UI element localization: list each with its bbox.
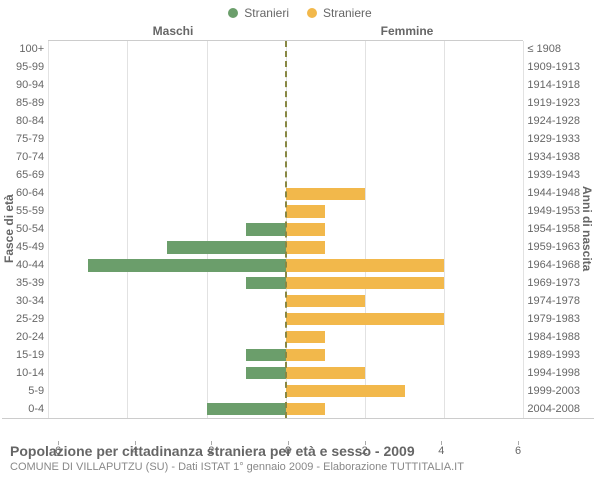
bar-male: [246, 277, 286, 289]
x-tick-label: 2: [362, 445, 368, 457]
legend-swatch-female: [307, 8, 317, 18]
age-label: 30-34: [16, 292, 44, 310]
age-label: 95-99: [16, 58, 44, 76]
age-label: 10-14: [16, 364, 44, 382]
legend-item-female: Straniere: [307, 6, 372, 20]
bar-male: [167, 241, 286, 253]
bar-female: [286, 259, 444, 271]
age-label: 60-64: [16, 184, 44, 202]
age-label: 45-49: [16, 238, 44, 256]
bar-male: [246, 367, 286, 379]
footer-title: Popolazione per cittadinanza straniera p…: [10, 443, 590, 459]
y-axis-title-right: Anni di nascita: [580, 40, 594, 418]
age-label: 50-54: [16, 220, 44, 238]
footer: Popolazione per cittadinanza straniera p…: [0, 437, 600, 473]
legend-swatch-male: [228, 8, 238, 18]
y-labels-left: 100+95-9990-9485-8980-8475-7970-7465-696…: [16, 40, 48, 418]
legend-item-male: Stranieri: [228, 6, 289, 20]
birth-label: 1919-1923: [527, 94, 580, 112]
age-label: 85-89: [16, 94, 44, 112]
bar-male: [88, 259, 286, 271]
age-label: 0-4: [16, 400, 44, 418]
age-label: 55-59: [16, 202, 44, 220]
footer-subtitle: COMUNE DI VILLAPUTZU (SU) - Dati ISTAT 1…: [10, 459, 590, 473]
bar-male: [246, 223, 286, 235]
legend-label-female: Straniere: [323, 6, 372, 20]
plot-area: Fasce di età 100+95-9990-9485-8980-8475-…: [0, 38, 600, 418]
age-label: 90-94: [16, 76, 44, 94]
birth-label: 1914-1918: [527, 76, 580, 94]
bar-female: [286, 385, 405, 397]
x-tick-label: 6: [515, 445, 521, 457]
birth-label: 1944-1948: [527, 184, 580, 202]
birth-label: 1979-1983: [527, 310, 580, 328]
bar-male: [207, 403, 286, 415]
bar-female: [286, 223, 326, 235]
header-female: Femmine: [290, 24, 524, 38]
birth-label: 1989-1993: [527, 346, 580, 364]
column-headers: Maschi Femmine: [0, 20, 600, 38]
x-tick-label: 6: [55, 445, 61, 457]
y-labels-right: ≤ 19081909-19131914-19181919-19231924-19…: [523, 40, 580, 418]
half-left: [48, 41, 286, 418]
legend: Stranieri Straniere: [0, 0, 600, 20]
bar-female: [286, 205, 326, 217]
bar-male: [246, 349, 286, 361]
age-label: 25-29: [16, 310, 44, 328]
age-label: 40-44: [16, 256, 44, 274]
birth-label: 1939-1943: [527, 166, 580, 184]
bar-female: [286, 403, 326, 415]
birth-label: 1949-1953: [527, 202, 580, 220]
bar-female: [286, 331, 326, 343]
bar-female: [286, 349, 326, 361]
y-axis-title-left: Fasce di età: [2, 40, 16, 418]
birth-label: 1959-1963: [527, 238, 580, 256]
birth-label: 2004-2008: [527, 400, 580, 418]
birth-label: 1934-1938: [527, 148, 580, 166]
header-male: Maschi: [56, 24, 290, 38]
bar-female: [286, 295, 365, 307]
x-axis: 6420 0246: [2, 418, 594, 437]
birth-label: 1924-1928: [527, 112, 580, 130]
birth-label: 1909-1913: [527, 58, 580, 76]
birth-label: 1994-1998: [527, 364, 580, 382]
birth-label: 1999-2003: [527, 382, 580, 400]
age-label: 100+: [16, 40, 44, 58]
half-right: [286, 41, 524, 418]
birth-label: 1984-1988: [527, 328, 580, 346]
x-tick-label: 2: [208, 445, 214, 457]
bar-female: [286, 313, 444, 325]
age-label: 20-24: [16, 328, 44, 346]
age-label: 5-9: [16, 382, 44, 400]
age-label: 15-19: [16, 346, 44, 364]
age-label: 65-69: [16, 166, 44, 184]
age-label: 70-74: [16, 148, 44, 166]
age-label: 80-84: [16, 112, 44, 130]
x-tick-label: 4: [438, 445, 444, 457]
legend-label-male: Stranieri: [244, 6, 289, 20]
bar-female: [286, 241, 326, 253]
birth-label: ≤ 1908: [527, 40, 580, 58]
x-tick-label: 4: [132, 445, 138, 457]
bar-female: [286, 367, 365, 379]
birth-label: 1929-1933: [527, 130, 580, 148]
age-label: 75-79: [16, 130, 44, 148]
age-label: 35-39: [16, 274, 44, 292]
birth-label: 1954-1958: [527, 220, 580, 238]
chart-area: [48, 40, 523, 418]
x-tick-label: 0: [285, 445, 291, 457]
bar-female: [286, 188, 365, 200]
center-line: [285, 41, 287, 418]
bar-female: [286, 277, 444, 289]
birth-label: 1974-1978: [527, 292, 580, 310]
birth-label: 1964-1968: [527, 256, 580, 274]
birth-label: 1969-1973: [527, 274, 580, 292]
